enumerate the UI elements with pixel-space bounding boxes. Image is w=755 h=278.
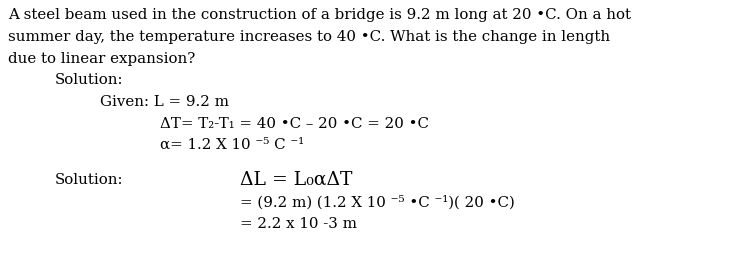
Text: = 2.2 x 10 -3 m: = 2.2 x 10 -3 m — [240, 217, 357, 231]
Text: ΔL = L₀αΔT: ΔL = L₀αΔT — [240, 171, 353, 189]
Text: summer day, the temperature increases to 40 •C. What is the change in length: summer day, the temperature increases to… — [8, 30, 610, 44]
Text: α= 1.2 X 10 ⁻⁵ C ⁻¹: α= 1.2 X 10 ⁻⁵ C ⁻¹ — [160, 138, 304, 152]
Text: = (9.2 m) (1.2 X 10 ⁻⁵ •C ⁻¹)( 20 •C): = (9.2 m) (1.2 X 10 ⁻⁵ •C ⁻¹)( 20 •C) — [240, 195, 515, 209]
Text: ΔT= T₂-T₁ = 40 •C – 20 •C = 20 •C: ΔT= T₂-T₁ = 40 •C – 20 •C = 20 •C — [160, 117, 429, 131]
Text: Given: L = 9.2 m: Given: L = 9.2 m — [100, 95, 229, 109]
Text: Solution:: Solution: — [55, 73, 124, 87]
Text: A steel beam used in the construction of a bridge is 9.2 m long at 20 •C. On a h: A steel beam used in the construction of… — [8, 8, 631, 22]
Text: due to linear expansion?: due to linear expansion? — [8, 52, 196, 66]
Text: Solution:: Solution: — [55, 173, 124, 187]
